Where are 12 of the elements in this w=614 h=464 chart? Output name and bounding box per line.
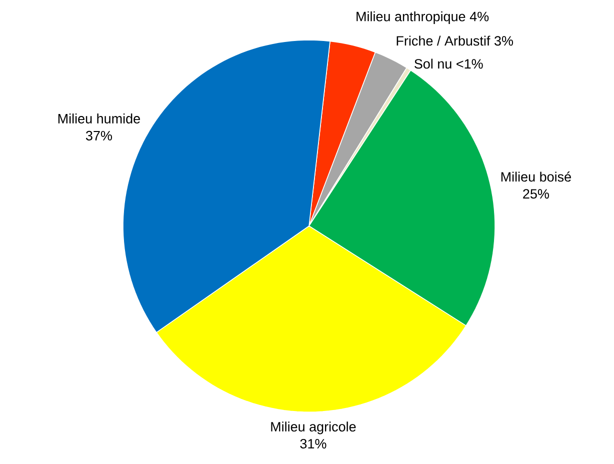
data-label: 4%: [470, 12, 489, 22]
slice-label: Milieu anthropique: [356, 11, 466, 24]
data-label: 25%: [523, 189, 549, 199]
data-label: <1%: [456, 59, 483, 69]
slice-label: Milieu agricole: [271, 422, 356, 434]
slice-label: Milieu humide: [58, 114, 140, 124]
data-label: 3%: [494, 36, 514, 46]
slice-label: Friche / Arbustif: [396, 36, 490, 46]
data-label: 37%: [86, 130, 112, 140]
slice-label: Sol nu: [414, 58, 452, 69]
data-label: 31%: [300, 438, 326, 449]
slice-label: Milieu boisé: [501, 172, 571, 182]
